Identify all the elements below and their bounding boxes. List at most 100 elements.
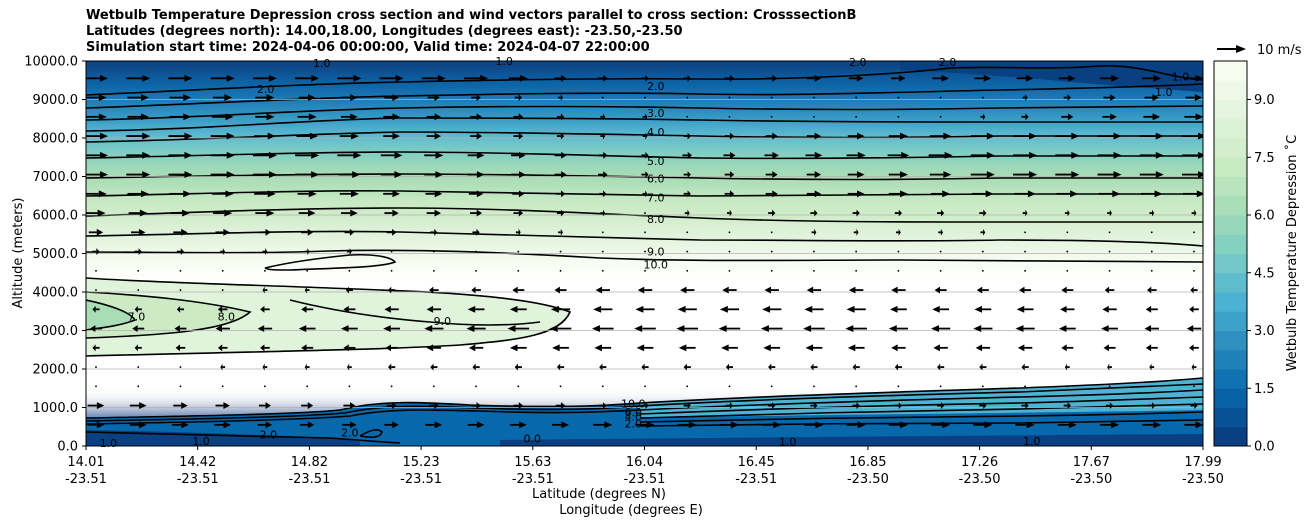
wind-vector-r6-c13: [642, 190, 648, 198]
wind-vector-r17-c19: [894, 402, 902, 409]
wind-vector-r0-c12: [597, 74, 608, 82]
y-tick-label-3: 3000.0: [33, 324, 79, 339]
x-tick-lon-5: -23.51: [624, 472, 666, 487]
wind-vector-r12-c15: [719, 305, 740, 313]
wind-vector-r6-c24: [1098, 190, 1121, 198]
wind-vector-r9-c22: [1024, 250, 1026, 253]
wind-vector-r16-c15: [728, 385, 731, 388]
wind-vector-r5-c17: [806, 171, 822, 178]
contour-label-18: 10.0: [621, 398, 646, 411]
wind-vector-r3-c14: [683, 132, 691, 140]
colorbar-tick-label-5: 7.5: [1254, 151, 1275, 166]
field-lower-green-layer: [86, 278, 570, 356]
y-tick-label-1: 1000.0: [33, 401, 79, 416]
wind-vector-r1-c5: [298, 94, 316, 101]
colorbar-level-14: [1214, 157, 1247, 177]
wind-vector-r10-c17: [813, 269, 815, 272]
wind-vector-r9-c11: [559, 250, 562, 253]
wind-vector-r0-c17: [806, 74, 822, 82]
wind-vector-r17-c0: [87, 402, 105, 409]
wind-vector-r13-c11: [549, 325, 572, 332]
wind-vector-r4-c5: [295, 151, 320, 159]
x-tick-lat-9: 17.67: [1073, 455, 1110, 470]
wind-vector-r2-c7: [383, 113, 401, 121]
wind-vector-r11-c0: [95, 289, 97, 291]
wind-vector-r18-c23: [1057, 421, 1077, 429]
wind-vector-r6-c11: [555, 190, 566, 198]
wind-vector-r9-c18: [855, 250, 858, 253]
x-tick-lat-2: 14.82: [291, 455, 328, 470]
contour-label-29: 1.0: [1155, 86, 1173, 99]
wind-vector-r17-c24: [1105, 402, 1114, 409]
wind-vector-r6-c1: [127, 190, 150, 198]
wind-vector-r5-c13: [641, 171, 649, 178]
wind-vector-r6-c16: [765, 190, 778, 198]
wind-vector-r7-c12: [600, 209, 606, 217]
wind-vector-r18-c22: [1015, 421, 1035, 429]
wind-vector-r12-c2: [176, 305, 185, 313]
contour-label-0: 2.0: [257, 83, 275, 96]
wind-vector-r18-c9: [467, 421, 485, 429]
wind-vector-r18-c1: [129, 421, 147, 429]
contour-line-12: [264, 253, 397, 271]
wind-vector-r8-c12: [601, 231, 604, 234]
wind-vector-r5-c14: [683, 171, 691, 178]
wind-vector-r3-c3: [210, 132, 235, 140]
wind-vector-r5-c15: [724, 171, 735, 178]
wind-vector-r7-c25: [1149, 209, 1155, 217]
wind-vector-r0-c5: [295, 74, 320, 82]
wind-vector-r1-c19: [897, 96, 900, 99]
wind-vector-r7-c23: [1064, 209, 1070, 217]
wind-vector-r18-c0: [87, 421, 105, 429]
wind-vector-r13-c16: [760, 325, 783, 332]
wind-vector-r10-c12: [601, 269, 604, 272]
wind-vector-r17-c18: [852, 402, 860, 409]
colorbar-label: Wetbulb Temperature Depression ˚C: [1284, 135, 1300, 372]
wind-vector-r18-c8: [425, 421, 443, 429]
wind-vector-r15-c22: [1021, 363, 1029, 371]
wind-vector-r10-c7: [390, 269, 393, 272]
wind-vector-r1-c24: [1103, 94, 1116, 101]
wind-vector-r10-c5: [306, 269, 309, 272]
wind-vector-r2-c26: [1184, 113, 1203, 121]
wind-vector-r18-c7: [384, 421, 399, 429]
wind-vector-r5-c24: [1097, 171, 1122, 178]
wind-vector-r14-c2: [175, 344, 186, 352]
wind-vector-r3-c15: [724, 132, 735, 140]
wind-vector-r13-c1: [132, 325, 145, 332]
wind-vector-r11-c14: [680, 286, 695, 294]
colorbar-level-1: [1214, 407, 1247, 428]
wind-vector-r4-c11: [554, 151, 567, 159]
colorbar-tick-label-1: 1.5: [1254, 382, 1275, 397]
wind-vector-r5-c3: [210, 171, 235, 178]
wind-vector-r2-c18: [855, 115, 858, 118]
wind-vector-r15-c3: [220, 363, 226, 371]
y-tick-label-9: 9000.0: [33, 93, 79, 108]
wind-vector-r12-c26: [1189, 305, 1199, 313]
y-tick-label-4: 4000.0: [33, 286, 79, 301]
wind-vector-r14-c16: [763, 344, 781, 352]
wind-vector-r15-c9: [472, 363, 480, 371]
wind-vector-r0-c1: [126, 74, 151, 82]
wind-vector-r12-c0: [92, 305, 100, 313]
wind-vector-r2-c1: [127, 113, 150, 121]
wind-vector-r3-c26: [1182, 132, 1203, 140]
wind-vector-r8-c11: [558, 228, 563, 236]
wind-vector-r12-c5: [301, 305, 314, 313]
contour-label-16: 8.0: [218, 311, 236, 324]
wind-vector-r7-c10: [513, 209, 524, 217]
y-tick-label-0: 0.0: [57, 440, 78, 455]
wind-vector-r10-c11: [559, 269, 562, 272]
wind-vector-r10-c10: [517, 269, 520, 272]
wind-vector-r17-c22: [1021, 402, 1029, 409]
wind-vector-r2-c3: [211, 113, 234, 121]
wind-vector-r13-c22: [1015, 325, 1035, 332]
colorbar-level-6: [1214, 311, 1247, 331]
wind-vector-r7-c16: [768, 209, 776, 217]
wind-vector-r17-c14: [683, 402, 691, 409]
wind-vector-r1-c8: [427, 94, 440, 101]
wind-vector-r11-c9: [471, 286, 481, 294]
wind-vector-r9-c25: [1150, 250, 1153, 253]
wind-vector-r6-c18: [847, 190, 865, 198]
wind-vector-r9-c7: [390, 250, 393, 253]
